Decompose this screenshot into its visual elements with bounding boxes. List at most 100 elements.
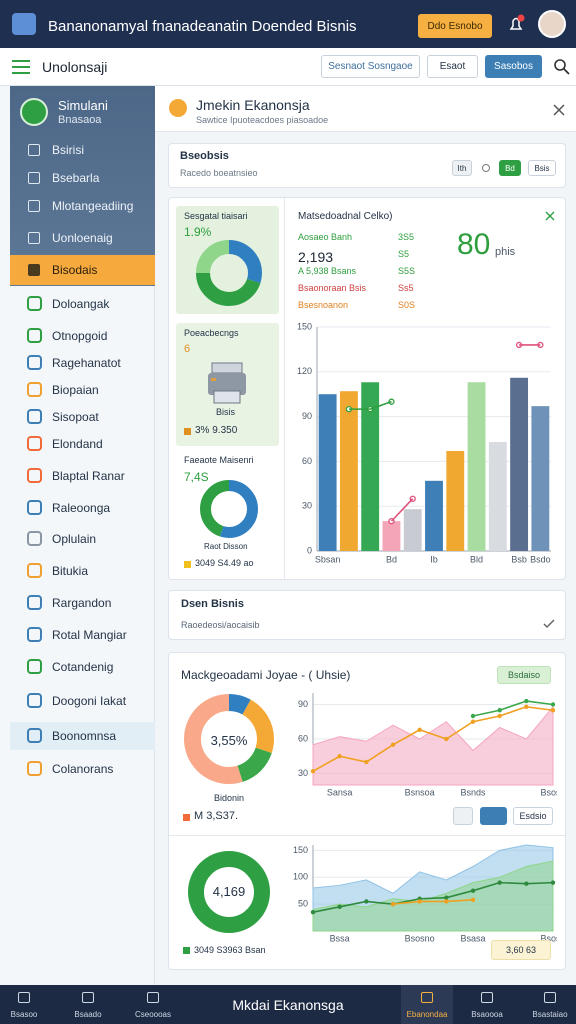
point: [524, 881, 529, 886]
bottom-nav-item[interactable]: Bsaoooa: [471, 1010, 503, 1019]
chip[interactable]: 3,60 63: [491, 940, 551, 960]
y-tick-label: 30: [298, 768, 308, 778]
x-tick-label: Bsosa: [540, 933, 557, 943]
sidebar-item[interactable]: Otnopgoid: [52, 329, 108, 343]
filter-button[interactable]: Bsis: [528, 160, 556, 176]
summary-label: Aosaeo Banh: [298, 232, 353, 242]
summary-label: 2,193: [298, 249, 334, 265]
tile-value: 7,4S: [184, 470, 209, 484]
point: [524, 698, 529, 704]
y-tick-label: 90: [298, 699, 308, 709]
divider: [169, 835, 565, 836]
donut-segment: [196, 240, 262, 306]
sidebar-item[interactable]: Oplulain: [52, 532, 97, 546]
line-chart: 30 60 90 Sansa Bsnsoa Bsnds Bsosa: [298, 693, 557, 797]
point: [497, 713, 502, 719]
sidebar-item[interactable]: Biopaian: [52, 383, 99, 397]
panel-subtitle: Sawtice Ipuoteacdoes piasoadoe: [196, 115, 329, 125]
nav-icon: [28, 200, 40, 212]
sidebar-item[interactable]: Ragehanatot: [52, 356, 121, 370]
sidebar-item[interactable]: Doogoni Iakat: [52, 694, 127, 708]
y-tick-label: 150: [293, 845, 308, 855]
sidebar-item[interactable]: Elondand: [52, 437, 103, 451]
sidebar-item[interactable]: Boonomnsa: [52, 729, 117, 743]
check-icon[interactable]: [543, 619, 555, 629]
big-unit: phis: [495, 246, 516, 258]
donut-segment: [188, 851, 270, 933]
bottom-nav-item[interactable]: Ebanondaa: [406, 1010, 448, 1019]
sidebar-item[interactable]: Colanorans: [52, 762, 114, 776]
avatar[interactable]: [538, 10, 566, 38]
sidebar-item[interactable]: Raleoonga: [52, 501, 111, 515]
sidebar-item[interactable]: Blaptal Ranar: [52, 469, 125, 483]
sidebar-item[interactable]: Bitukia: [52, 564, 89, 578]
donut-segment: [184, 694, 274, 784]
legend-swatch: [183, 814, 190, 821]
analysis-card: Mackgeoadami Joyae - ( Uhsie) Bsdaiso 3,…: [168, 652, 566, 970]
point: [444, 895, 449, 900]
toolbar-button[interactable]: Esaot: [427, 55, 478, 78]
x-tick-label: Bsasa: [460, 933, 485, 943]
toolbar-button[interactable]: Sesnaot Sosngaoe: [321, 55, 420, 78]
close-icon[interactable]: [545, 211, 555, 221]
y-tick-label: 90: [302, 411, 312, 421]
nav-icon: [28, 232, 40, 244]
toolbar-button[interactable]: Sasobos: [485, 55, 542, 78]
point: [470, 719, 476, 724]
header-button[interactable]: Ddo Esnobo: [418, 14, 492, 38]
nav-item[interactable]: Bisodais: [52, 263, 98, 277]
sidebar-item[interactable]: Rotal Mangiar: [52, 628, 127, 642]
filter-toggle[interactable]: [482, 164, 490, 172]
bar: [382, 521, 401, 551]
bottom-nav-item[interactable]: Bsaado: [74, 1010, 102, 1019]
bell-icon[interactable]: [506, 12, 526, 36]
brand-icon: [20, 98, 48, 126]
big-value: 80: [457, 228, 491, 261]
tile-footer: 3% 9.350: [195, 425, 238, 436]
bar: [488, 441, 507, 551]
sidebar-item[interactable]: Doloangak: [52, 297, 110, 311]
badge[interactable]: Bsdaiso: [497, 666, 551, 684]
nav-item[interactable]: Uonloenaig: [52, 231, 113, 245]
item-icon: [27, 627, 42, 642]
point: [497, 880, 502, 885]
brand: Simulani: [58, 98, 108, 113]
search-icon[interactable]: [553, 58, 571, 76]
area: [312, 860, 554, 932]
notice-card: Dsen Bisnis Raoedeosi/aocaisib: [168, 590, 566, 640]
bottom-nav-item[interactable]: Bsastaiao: [532, 1010, 568, 1019]
tile: Sesgatal tiaisari 1.9%: [176, 206, 279, 314]
donut-label: 3,55%: [210, 733, 248, 748]
bottom-nav-item[interactable]: Bsasoo: [10, 1010, 38, 1019]
chart-button[interactable]: Esdsio: [513, 807, 553, 825]
point: [417, 899, 422, 904]
sidebar-item[interactable]: Rargandon: [52, 596, 112, 610]
app-title: Bananonamyal fnanadeanatin Doended Bisni…: [48, 18, 357, 35]
card-title: Mackgeoadami Joyae - ( Uhsie): [181, 668, 351, 682]
point: [390, 901, 396, 907]
chart-button[interactable]: [480, 807, 507, 825]
x-tick-label: Sansa: [327, 787, 353, 797]
summary-label: Bsaonoraan Bsis: [298, 283, 367, 293]
filter-card: Bseobsis Racedo boeatnsieo Ith Bd Bsis: [168, 143, 566, 188]
nav-icon: [18, 992, 30, 1003]
filter-button[interactable]: Ith: [452, 160, 472, 176]
menu-icon[interactable]: [12, 59, 30, 75]
sidebar-item[interactable]: Cotandenig: [52, 660, 114, 674]
sidebar-item[interactable]: Sisopoat: [52, 410, 99, 424]
y-tick-label: 60: [302, 456, 312, 466]
point: [364, 759, 369, 765]
donut-segment: [196, 240, 262, 306]
card-subtitle: Racedo boeatnsieo: [180, 168, 258, 178]
filter-button[interactable]: Bd: [499, 160, 521, 176]
bottom-nav-item[interactable]: Cseoooas: [134, 1010, 172, 1019]
close-icon[interactable]: [553, 104, 565, 116]
printer-icon: [208, 362, 246, 404]
nav-item[interactable]: Bsebarla: [52, 171, 100, 185]
nav-item[interactable]: Mlotangeadiing: [52, 199, 134, 213]
legend-swatch: [184, 428, 191, 435]
chart-button[interactable]: [453, 807, 473, 825]
x-tick-label: Bsnsoa: [405, 787, 435, 797]
nav-item[interactable]: Bsirisi: [52, 143, 84, 157]
